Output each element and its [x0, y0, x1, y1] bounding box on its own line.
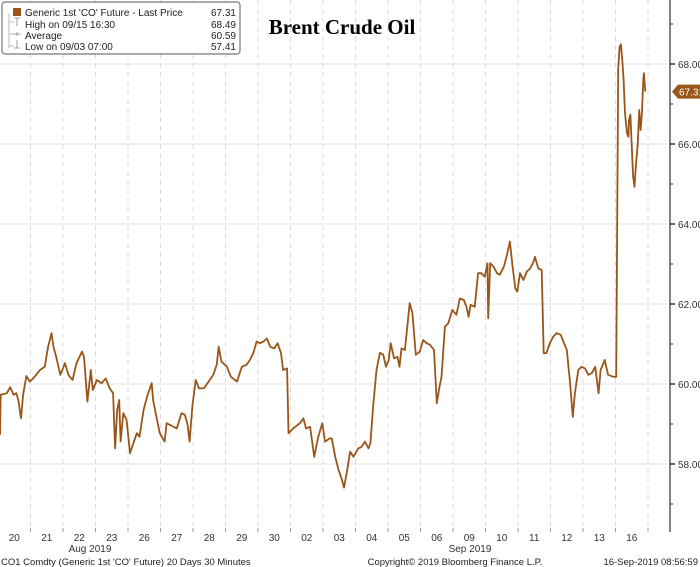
- x-tick-label: 30: [269, 533, 281, 544]
- footer-source: CO1 Comdty (Generic 1st 'CO' Future) 20 …: [1, 557, 251, 567]
- legend-value: 57.41: [211, 42, 236, 53]
- y-tick-label: 62.00: [678, 300, 700, 311]
- x-tick-label: 29: [236, 533, 248, 544]
- high-marker-icon: [14, 17, 20, 26]
- low-marker-icon: [14, 40, 20, 49]
- month-label: Aug 2019: [69, 544, 112, 555]
- price-line: [0, 43, 647, 489]
- x-tick-label: 27: [171, 533, 183, 544]
- last-price-tag-shape: [672, 84, 700, 99]
- y-tick-label: 64.00: [678, 220, 700, 231]
- x-tick-label: 04: [366, 533, 378, 544]
- x-tick-label: 21: [41, 533, 53, 544]
- x-tick-label: 23: [106, 533, 118, 544]
- x-tick-label: 02: [301, 533, 313, 544]
- last-price-tag: 67.31: [672, 84, 700, 99]
- legend-value: 60.59: [211, 31, 236, 42]
- x-tick-label: 20: [9, 533, 21, 544]
- x-tick-label: 03: [334, 533, 346, 544]
- legend-value: 67.31: [211, 8, 236, 19]
- legend-tree-lines: [8, 13, 14, 48]
- legend-value: 68.49: [211, 20, 236, 31]
- footer-copyright: Copyright© 2019 Bloomberg Finance L.P.: [368, 557, 543, 567]
- legend: Generic 1st 'CO' Future - Last Price 67.…: [1, 1, 241, 55]
- x-tick-label: 12: [561, 533, 573, 544]
- legend-label: Low on 09/03 07:00: [25, 42, 113, 53]
- legend-box: [1, 1, 241, 55]
- legend-label: Generic 1st 'CO' Future - Last Price: [25, 8, 183, 19]
- grid: [0, 0, 670, 532]
- square-swatch-icon: [13, 8, 21, 16]
- x-tick-label: 05: [399, 533, 411, 544]
- x-tick-label: 22: [74, 533, 86, 544]
- y-axis: 58.00 60.00 62.00 64.00 66.00 68.00: [669, 0, 700, 532]
- average-marker-icon: [13, 32, 21, 36]
- x-tick-label: 16: [626, 533, 638, 544]
- legend-label: Average: [25, 31, 63, 42]
- x-tick-label: 10: [496, 533, 508, 544]
- chart-title: Brent Crude Oil: [269, 15, 416, 39]
- month-label: Sep 2019: [449, 544, 492, 555]
- y-tick-label: 58.00: [678, 460, 700, 471]
- x-tick-label: 13: [594, 533, 606, 544]
- footer-timestamp: 16-Sep-2019 08:56:59: [603, 557, 698, 567]
- x-axis: 20 21 22 23 26 27 28 29 30 02 03 04 05 06 09 10 11 12 13 16: [9, 528, 649, 544]
- x-tick-label: 28: [204, 533, 216, 544]
- legend-label: High on 09/15 16:30: [25, 20, 116, 31]
- y-tick-label: 66.00: [678, 140, 700, 151]
- x-tick-label: 26: [139, 533, 151, 544]
- x-tick-label: 06: [431, 533, 443, 544]
- last-price-tag-text: 67.31: [679, 88, 700, 99]
- y-tick-label: 68.00: [678, 60, 700, 71]
- y-tick-label: 60.00: [678, 380, 700, 391]
- x-tick-label: 09: [464, 533, 476, 544]
- x-tick-label: 11: [529, 533, 540, 544]
